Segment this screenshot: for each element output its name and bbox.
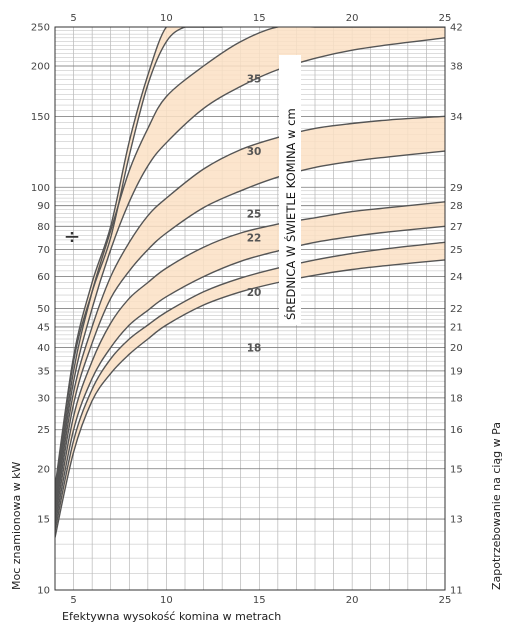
y-tick-label: 20 <box>37 464 50 475</box>
y-axis-title-left: Moc znamionowa w kW <box>10 461 23 590</box>
diameter-label: 20 <box>247 287 262 299</box>
y-tick-label: 45 <box>37 322 50 333</box>
diameter-curve <box>55 259 445 538</box>
diameter-curve <box>55 27 223 493</box>
y-tick-label: 250 <box>31 23 50 34</box>
y-tick-label-right: 13 <box>450 515 463 526</box>
y-axis-title-right: Zapotrzebowanie na ciąg w Pa <box>490 422 503 590</box>
band-title-box: ŚREDNICA W ŚWIETLE KOMINA w cm <box>279 55 301 325</box>
y-tick-label: 150 <box>31 112 50 123</box>
y-tick-label: 40 <box>37 343 50 354</box>
y-tick-label: 80 <box>37 222 50 233</box>
x-tick-label-top: 10 <box>160 13 173 24</box>
plot-border <box>54 26 446 591</box>
diameter-label: 22 <box>247 233 262 245</box>
y-tick-label-right: 42 <box>450 23 463 34</box>
y-tick-label-right: 21 <box>450 322 463 333</box>
diameter-curve <box>55 37 445 503</box>
diameter-curve <box>55 27 445 498</box>
y-tick-label: 200 <box>31 62 50 73</box>
diameter-curve <box>55 241 445 532</box>
y-tick-label-right: 11 <box>450 586 463 597</box>
y-tick-label-right: 15 <box>450 464 463 475</box>
x-tick-label-top: 5 <box>70 13 76 24</box>
y-tick-label: 60 <box>37 272 50 283</box>
y-tick-label: 30 <box>37 393 50 404</box>
y-tick-label: 25 <box>37 425 50 436</box>
x-tick-label-top: 25 <box>439 13 452 24</box>
x-ticks-top: 5 10 15 20 25 <box>70 13 451 24</box>
y-tick-label: 10 <box>37 586 50 597</box>
y-tick-label-right: 18 <box>450 393 463 404</box>
y-tick-label-right: 22 <box>450 304 463 315</box>
diameter-curve <box>55 115 445 508</box>
marker-symbol: ÷ <box>64 224 81 248</box>
y-tick-label-right: 20 <box>450 343 463 354</box>
x-tick-label: 10 <box>160 595 173 606</box>
x-tick-label-top: 20 <box>346 13 359 24</box>
y-tick-label: 90 <box>37 201 50 212</box>
diameter-curve <box>55 201 445 520</box>
diameter-labels: 18 20 22 25 30 35 <box>247 74 262 355</box>
y-tick-label: 100 <box>31 183 50 194</box>
y-tick-label-right: 19 <box>450 366 463 377</box>
y-tick-label-right: 24 <box>450 272 463 283</box>
y-tick-label-right: 28 <box>450 201 463 212</box>
y-tick-label-right: 25 <box>450 245 463 256</box>
diameter-label: 18 <box>247 343 262 355</box>
band-title: ŚREDNICA W ŚWIETLE KOMINA w cm <box>283 108 298 320</box>
diameter-curve <box>55 27 204 488</box>
x-tick-label: 5 <box>70 595 76 606</box>
y-tick-label-right: 16 <box>450 425 463 436</box>
diameter-band <box>55 116 445 514</box>
diameter-curves <box>55 27 445 538</box>
y-tick-label: 70 <box>37 245 50 256</box>
y-tick-label: 15 <box>37 515 50 526</box>
x-tick-label-top: 15 <box>253 13 266 24</box>
diameter-curve <box>55 225 445 526</box>
diameter-bands <box>55 27 445 538</box>
x-tick-label: 25 <box>439 595 452 606</box>
diameter-band <box>55 27 445 503</box>
diameter-label: 35 <box>247 74 262 86</box>
y-tick-label: 50 <box>37 304 50 315</box>
x-ticks-bottom: 5 10 15 20 25 <box>70 595 451 606</box>
y-tick-label-right: 38 <box>450 62 463 73</box>
y-tick-label-right: 27 <box>450 222 463 233</box>
x-tick-label: 20 <box>346 595 359 606</box>
diameter-label: 25 <box>247 209 262 221</box>
y-tick-label-right: 34 <box>450 112 463 123</box>
diameter-label: 30 <box>247 146 262 158</box>
y-ticks-left: 10 15 20 25 30 35 40 45 50 60 70 80 90 100 150 200 250 <box>31 23 50 597</box>
x-axis-title: Efektywna wysokość komina w metrach <box>62 610 281 623</box>
y-tick-label: 35 <box>37 366 50 377</box>
plot-frame <box>54 26 446 591</box>
y-tick-label-right: 29 <box>450 183 463 194</box>
diameter-band <box>55 201 445 526</box>
diameter-curve <box>55 150 445 514</box>
grid <box>54 26 446 591</box>
y-ticks-right: 11 13 15 16 18 19 20 21 22 24 25 27 28 29 34 38 42 <box>450 23 463 597</box>
x-tick-label: 15 <box>253 595 266 606</box>
